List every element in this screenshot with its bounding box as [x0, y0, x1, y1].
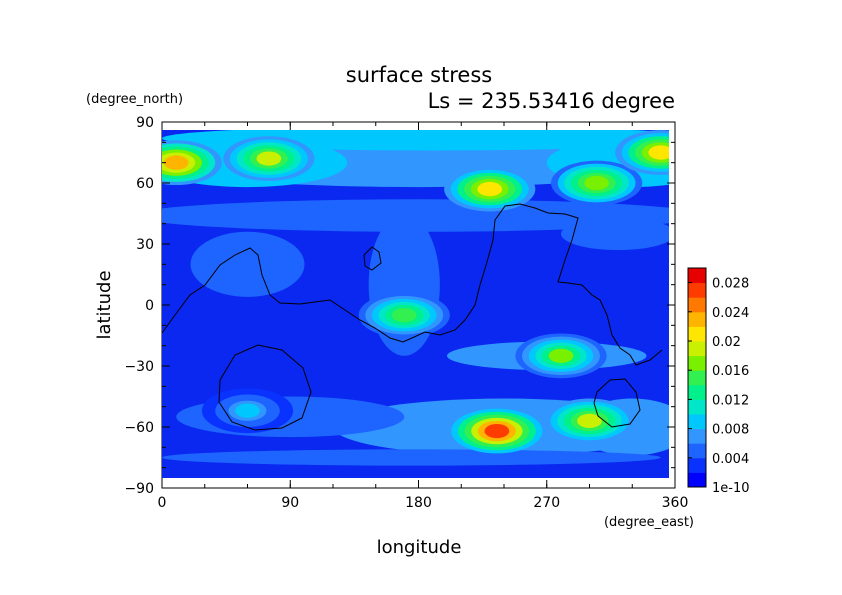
field-hotspot: [256, 151, 282, 166]
colorbar-label: 0.016: [712, 364, 749, 379]
colorbar-label: 0.02: [712, 335, 741, 350]
colorbar-label: 0.004: [712, 452, 749, 467]
y-tick-label: 60: [136, 176, 154, 192]
y-axis-unit: (degree_north): [86, 92, 183, 107]
contour-line-west: [161, 203, 663, 366]
x-axis-label: longitude: [377, 537, 462, 558]
colorbar-swatch: [688, 414, 706, 430]
y-axis-ticks: 90 60 30 0 −30 −60 −90: [124, 115, 675, 497]
colorbar-swatch: [688, 355, 706, 371]
x-tick-label: 180: [405, 495, 432, 511]
colorbar-swatch: [688, 472, 706, 488]
field-hotspot: [648, 145, 669, 160]
x-tick-label: 270: [533, 495, 560, 511]
chart-subtitle: Ls = 235.53416 degree: [428, 89, 675, 113]
colorbar-swatch: [688, 341, 706, 357]
contour-line-south-east: [593, 378, 641, 428]
x-tick-label: 90: [281, 495, 299, 511]
field-band: [162, 449, 661, 466]
field-hotspot: [484, 423, 510, 439]
colorbar-swatch: [688, 370, 706, 386]
field-hotspot: [584, 175, 609, 191]
field-hotspot: [235, 403, 260, 418]
colorbar-label: 1e-10: [712, 481, 750, 496]
colorbar-swatch: [688, 326, 706, 342]
x-axis-unit: (degree_east): [604, 515, 694, 530]
field-band: [561, 217, 669, 251]
y-tick-label: −30: [124, 359, 154, 375]
colorbar-label: 0.012: [712, 393, 749, 408]
x-axis-ticks: 0 90 180 270 360: [158, 122, 689, 511]
colorbar-swatch: [688, 428, 706, 444]
contour-lines: [161, 203, 663, 431]
colorbar-swatch: [688, 297, 706, 313]
y-tick-label: 90: [136, 115, 154, 131]
field-hotspot: [391, 308, 417, 323]
colorbar: 1e-10 0.004 0.008 0.012 0.016 0.02 0.024 0.028: [687, 267, 750, 496]
y-tick-label: −90: [124, 481, 154, 497]
colorbar-frame: [687, 267, 707, 488]
stress-field: [162, 130, 669, 466]
colorbar-label: 0.028: [712, 277, 749, 292]
colorbar-swatch: [688, 384, 706, 400]
colorbar-label: 0.008: [712, 423, 749, 438]
field-hotspot: [163, 155, 189, 170]
colorbar-label: 0.024: [712, 306, 749, 321]
field-band: [162, 199, 669, 232]
field-band: [190, 231, 305, 297]
colorbar-swatch: [688, 282, 706, 298]
colorbar-swatch: [688, 268, 706, 284]
y-tick-label: −60: [124, 420, 154, 436]
field-hotspot: [477, 181, 503, 197]
field-hotspot: [548, 348, 574, 363]
colorbar-swatch: [688, 311, 706, 327]
y-tick-label: 30: [136, 237, 154, 253]
chart-title: surface stress: [346, 63, 492, 87]
colorbar-swatch: [688, 443, 706, 459]
contour-line-island: [363, 246, 382, 271]
colorbar-swatch: [688, 399, 706, 415]
y-axis-label: latitude: [94, 270, 115, 339]
y-tick-label: 0: [145, 298, 154, 314]
x-tick-label: 0: [158, 495, 167, 511]
colorbar-swatch: [688, 457, 706, 473]
contour-line-south-west: [218, 344, 312, 431]
x-tick-label: 360: [662, 495, 689, 511]
field-hotspot: [577, 413, 602, 429]
